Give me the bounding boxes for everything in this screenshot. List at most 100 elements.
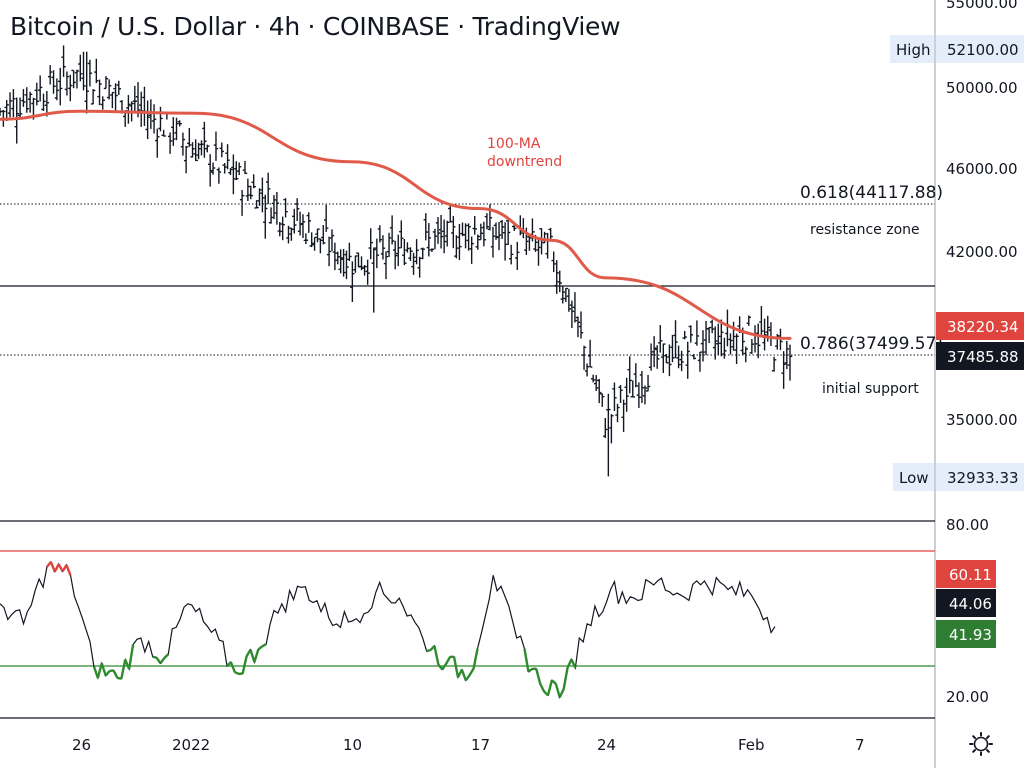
price-bar [14, 97, 19, 144]
price-bar [569, 300, 575, 329]
price-bar [353, 255, 358, 273]
price-bar [466, 223, 471, 251]
price-bar [341, 249, 346, 277]
price-bar [260, 177, 265, 213]
price-bar [216, 167, 222, 184]
price-bar [664, 353, 669, 364]
price-bar [756, 323, 761, 359]
price-bar [402, 239, 407, 266]
price-bar [303, 233, 309, 245]
rsi-highlight-segment [546, 680, 554, 696]
rsi-highlight-segment [551, 679, 557, 685]
price-bar [196, 142, 201, 160]
price-bar [396, 234, 401, 267]
price-bar [94, 58, 99, 84]
rsi-highlight-segment [527, 667, 534, 673]
rsi-highlight-segment [234, 671, 240, 675]
price-bar [752, 325, 758, 353]
price-bar [762, 318, 767, 351]
price-bar [621, 399, 626, 432]
price-bar [24, 87, 29, 113]
price-bar [505, 217, 511, 245]
rsi-series [0, 560, 776, 699]
price-bar [207, 154, 213, 187]
initial-support-label: initial support [822, 381, 919, 397]
rsi-highlight-segment [65, 564, 72, 576]
price-bar [280, 216, 285, 241]
price-bar [713, 326, 718, 360]
price-tick: 50000.00 [946, 79, 1018, 97]
price-bar [277, 221, 282, 237]
price-bar [54, 78, 60, 101]
price-bar [312, 236, 317, 251]
ma-value-badge [936, 312, 1024, 340]
price-bar [679, 350, 684, 372]
price-bar [155, 128, 160, 158]
price-bar [37, 75, 43, 102]
price-bar [499, 220, 505, 239]
rsi-highlight-segment [468, 667, 475, 676]
price-bar [318, 238, 323, 254]
price-bar [597, 378, 602, 404]
price-bar [432, 228, 438, 250]
ma-label-line1: 100-MA [487, 136, 541, 152]
price-bar [61, 45, 66, 77]
price-bar [193, 139, 198, 162]
price-bar [578, 311, 584, 339]
price-bar [496, 222, 502, 251]
price-bar [457, 224, 462, 261]
price-bar [508, 244, 514, 265]
rsi-highlight-segment [241, 656, 248, 674]
gear-icon[interactable] [969, 732, 993, 756]
high-label-badge [890, 35, 934, 63]
price-bar [460, 222, 465, 237]
rsi-highlight-segment [120, 659, 127, 679]
price-bar [691, 353, 697, 360]
price-tick: 46000.00 [946, 160, 1018, 178]
price-bar [11, 89, 16, 118]
price-bar [380, 235, 386, 260]
price-bar [7, 92, 13, 118]
price-bar [557, 270, 562, 293]
price-bar [103, 76, 109, 90]
price-bar [606, 393, 611, 477]
price-bar [426, 223, 432, 257]
price-bar [618, 384, 623, 403]
price-bar [64, 71, 70, 96]
price-bar [90, 89, 96, 105]
price-bar [187, 127, 192, 147]
price-bar [670, 334, 675, 363]
price-bar [177, 120, 182, 127]
price-bar [469, 236, 474, 264]
price-bars [0, 45, 793, 477]
rsi-highlight-segment [229, 661, 236, 673]
price-bar [743, 346, 748, 363]
price-bar [563, 287, 569, 303]
price-bar [645, 374, 651, 392]
price-bar [667, 344, 672, 377]
price-bar [484, 213, 490, 230]
price-bar [306, 212, 311, 233]
price-bar [309, 232, 314, 248]
high-value-badge [936, 35, 1024, 63]
price-bar [167, 132, 173, 154]
price-bar [448, 204, 453, 223]
price-bar [417, 256, 422, 278]
price-bar [423, 213, 428, 241]
price-bar [374, 238, 380, 269]
price-bar [213, 131, 219, 161]
price-bar [71, 69, 76, 89]
price-bar [435, 217, 441, 244]
low-value: 32933.33 [947, 469, 1019, 487]
price-bar [68, 74, 73, 102]
price-bar [174, 117, 179, 141]
rsi-highlight-segment [452, 656, 460, 678]
price-bar [368, 228, 373, 260]
price-bar [347, 242, 352, 261]
price-bar [199, 140, 204, 156]
price-bar [4, 99, 9, 122]
price-bar [283, 198, 288, 218]
price-bar [688, 325, 693, 343]
price-bar [268, 207, 274, 224]
